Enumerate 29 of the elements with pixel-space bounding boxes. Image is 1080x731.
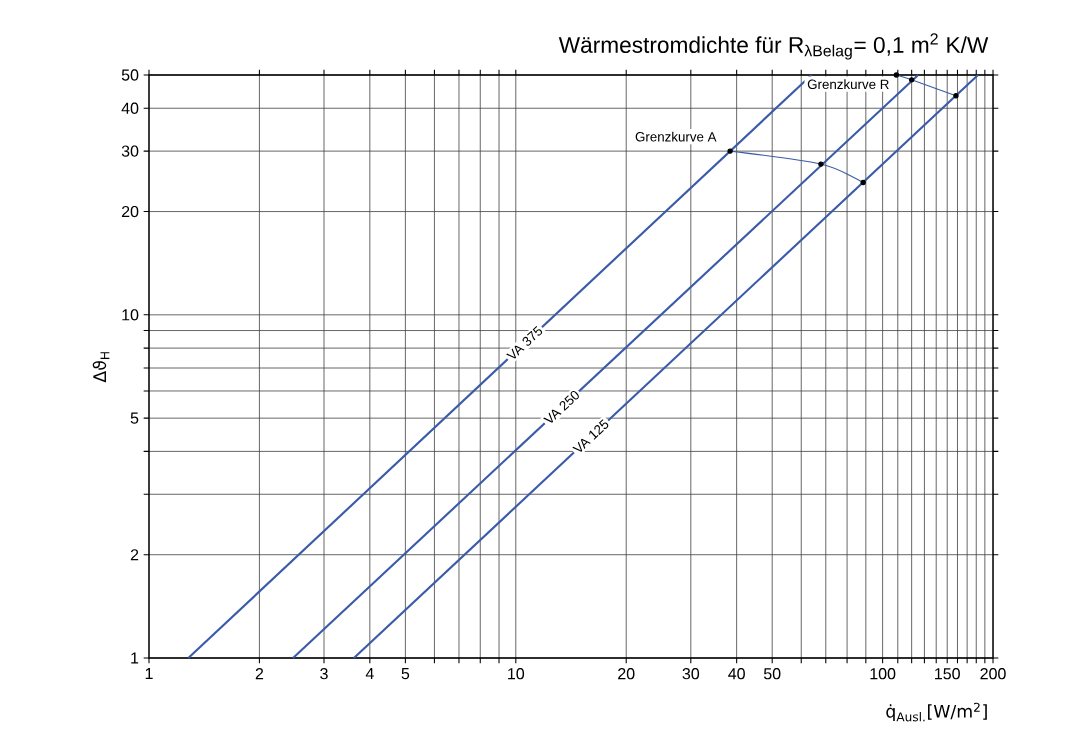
x-tick-label: 50 bbox=[763, 668, 781, 680]
x-tick-label: 4 bbox=[365, 668, 374, 680]
x-tick-label: 100 bbox=[870, 668, 896, 680]
x-tick-label: 2 bbox=[255, 668, 264, 680]
x-tick-label: 40 bbox=[728, 668, 745, 680]
chart-title: Wärmestromdichte für R$_{λBelag}$= 0,1 m$^{2}$ K/W bbox=[558, 33, 989, 60]
legend-label: Grenzkurve R bbox=[807, 79, 889, 90]
y-tick-label: 1 bbox=[131, 652, 139, 664]
x-tick-label: 200 bbox=[980, 668, 1006, 680]
x-tick-label: 1 bbox=[145, 668, 153, 680]
text: VA 375 bbox=[506, 325, 543, 359]
text: VA 125 bbox=[572, 419, 609, 452]
x-tick-label: 5 bbox=[401, 668, 410, 680]
y-tick-label: 2 bbox=[130, 549, 139, 561]
x-axis-title: q̇$_{Ausl.}$[W/m$^{2}$] bbox=[886, 702, 987, 722]
x-tick-label: 20 bbox=[618, 668, 635, 680]
x-tick-label: 150 bbox=[935, 668, 960, 680]
series-label: Grenzkurve A bbox=[635, 131, 717, 142]
x-tick-label: 30 bbox=[682, 668, 700, 680]
y-tick-label: 40 bbox=[121, 102, 139, 114]
y-tick-label: 5 bbox=[130, 412, 139, 424]
y-tick-label: 10 bbox=[122, 309, 139, 321]
y-tick-label: 20 bbox=[121, 205, 139, 218]
y-tick-label: 50 bbox=[121, 69, 139, 81]
y-tick-label: 30 bbox=[121, 145, 139, 157]
y-axis-title: Δϑ$_{H}$ bbox=[92, 352, 110, 383]
text: VA 250 bbox=[543, 390, 579, 423]
x-tick-label: 3 bbox=[320, 668, 328, 680]
x-tick-label: 10 bbox=[508, 668, 525, 680]
